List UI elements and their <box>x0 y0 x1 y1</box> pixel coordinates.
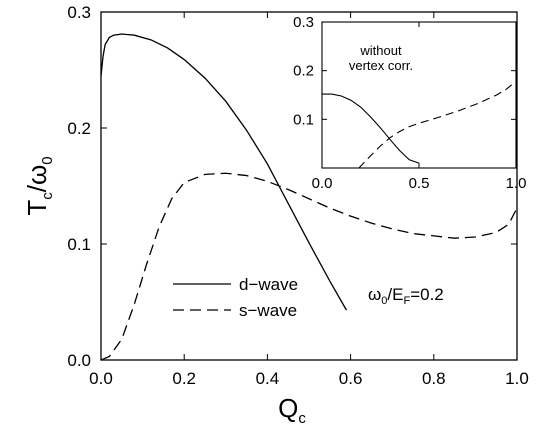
main-y-tick-label: 0.1 <box>67 235 91 254</box>
main-y-tick-label: 0.0 <box>67 351 91 370</box>
x-axis-label-sub: c <box>298 410 306 427</box>
main-x-tick-label: 0.6 <box>339 369 363 388</box>
main-x-tick-label: 0.8 <box>422 369 446 388</box>
y-axis-label-sub2: 0 <box>39 156 56 164</box>
main-y-tick-label: 0.3 <box>67 3 91 22</box>
legend-d-wave-label: d−wave <box>239 275 298 294</box>
inset-ticks: 0.0 0.5 1.0 0.1 0.2 0.3 <box>293 14 526 192</box>
inset-title-line1: without <box>359 43 402 58</box>
main-y-tick-label: 0.2 <box>67 119 91 138</box>
legend: d−wave s−wave <box>173 275 298 320</box>
inset-x-tick-label: 1.0 <box>506 175 527 192</box>
main-series <box>100 33 518 361</box>
inset-y-tick-label: 0.1 <box>293 111 314 128</box>
inset-x-tick-label: 0.0 <box>312 175 333 192</box>
main-plot-frame <box>100 11 518 361</box>
inset-title-line2: vertex corr. <box>349 58 413 73</box>
inset-series-curve-1-line <box>358 80 517 169</box>
inset-y-tick-label: 0.2 <box>293 63 314 80</box>
y-axis-label-sub1: c <box>39 192 56 200</box>
y-axis-label: Tc/ω0 <box>22 156 56 215</box>
main-x-tick-label: 0.0 <box>89 369 113 388</box>
main-x-tick-label: 1.0 <box>505 369 529 388</box>
x-axis-label: Qc <box>278 393 306 427</box>
main-series-d-wave-line <box>100 33 348 311</box>
legend-s-wave-label: s−wave <box>239 301 297 320</box>
main-x-tick-label: 0.2 <box>172 369 196 388</box>
inset-x-tick-label: 0.5 <box>409 175 430 192</box>
main-ticks: 0.0 0.2 0.4 0.6 0.8 1.0 0.0 0.1 0.2 0.3 <box>67 3 528 388</box>
parameter-annotation: ω0/EF=0.2 <box>368 285 444 307</box>
inset-series-curve-0-line <box>322 93 420 164</box>
main-x-tick-label: 0.4 <box>256 369 280 388</box>
inset-series <box>322 80 517 169</box>
inset-background <box>322 22 516 168</box>
main-series-s-wave-line <box>100 172 518 361</box>
inset-y-tick-label: 0.3 <box>293 14 314 31</box>
